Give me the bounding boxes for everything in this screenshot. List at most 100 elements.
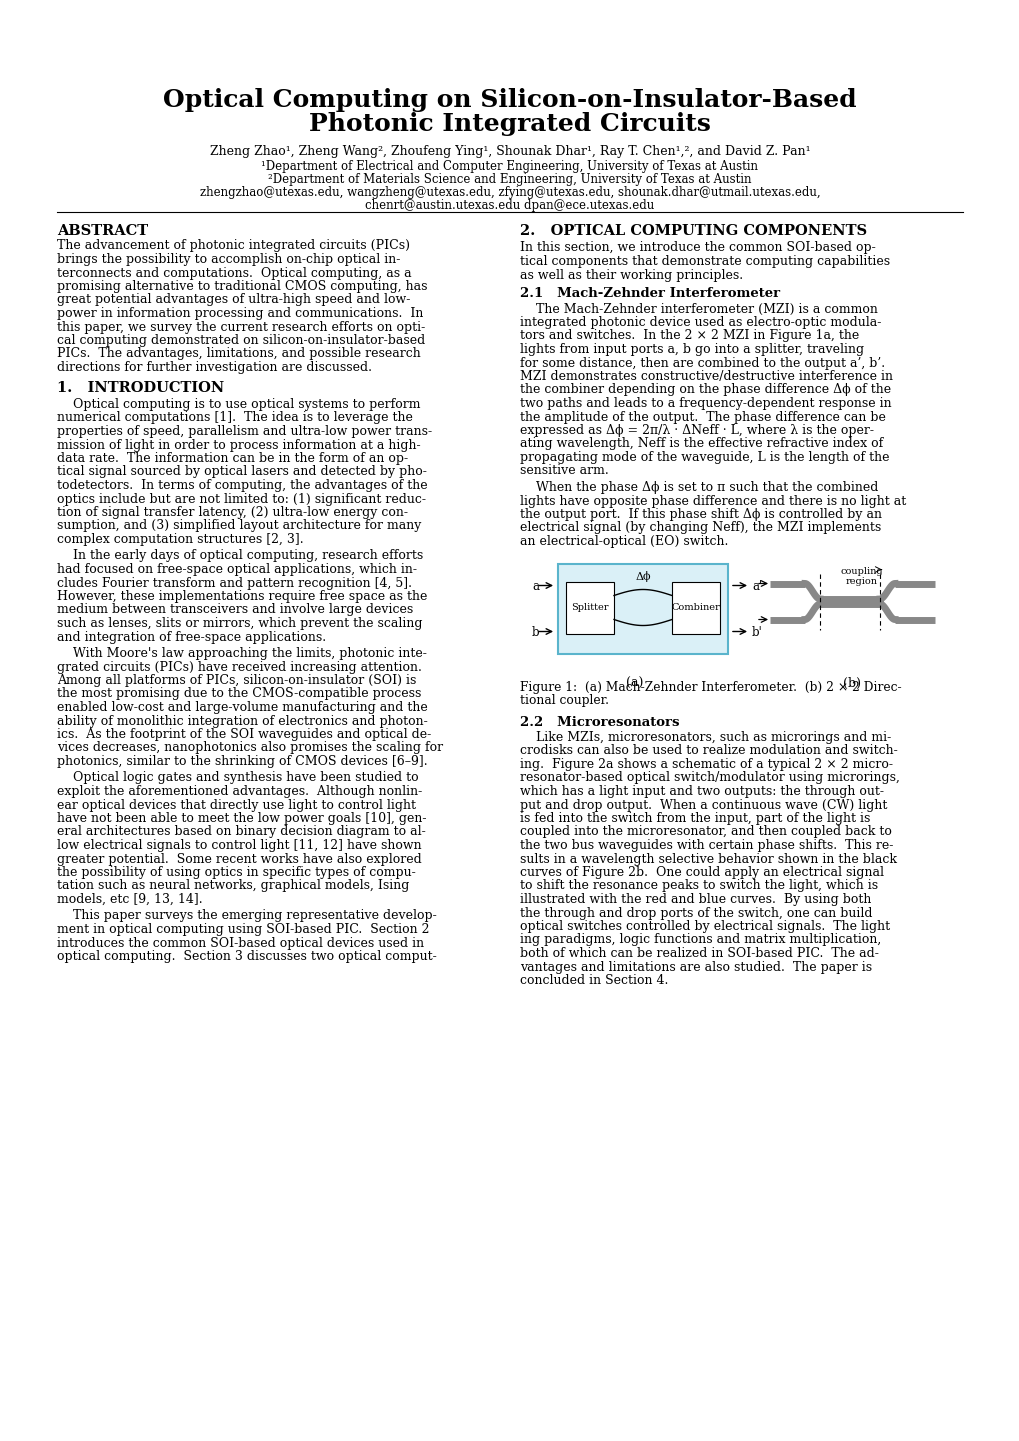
Text: complex computation structures [2, 3].: complex computation structures [2, 3].: [57, 533, 304, 546]
Text: When the phase Δϕ is set to π such that the combined: When the phase Δϕ is set to π such that …: [520, 481, 877, 494]
Text: Like MZIs, microresonators, such as microrings and mi-: Like MZIs, microresonators, such as micr…: [520, 731, 891, 744]
Text: properties of speed, parallelism and ultra-low power trans-: properties of speed, parallelism and ult…: [57, 425, 432, 438]
Text: tion of signal transfer latency, (2) ultra-low energy con-: tion of signal transfer latency, (2) ult…: [57, 506, 408, 519]
Text: Photonic Integrated Circuits: Photonic Integrated Circuits: [309, 112, 710, 135]
Text: ment in optical computing using SOI-based PIC.  Section 2: ment in optical computing using SOI-base…: [57, 924, 429, 937]
Text: 1.   INTRODUCTION: 1. INTRODUCTION: [57, 380, 224, 395]
Text: With Moore's law approaching the limits, photonic inte-: With Moore's law approaching the limits,…: [57, 647, 427, 660]
Text: chenrt@austin.utexas.edu dpan@ece.utexas.edu: chenrt@austin.utexas.edu dpan@ece.utexas…: [365, 199, 654, 212]
Text: tation such as neural networks, graphical models, Ising: tation such as neural networks, graphica…: [57, 879, 409, 892]
Text: illustrated with the red and blue curves.  By using both: illustrated with the red and blue curves…: [520, 893, 870, 906]
Text: vices decreases, nanophotonics also promises the scaling for: vices decreases, nanophotonics also prom…: [57, 742, 442, 755]
Text: ability of monolithic integration of electronics and photon-: ability of monolithic integration of ele…: [57, 715, 427, 728]
Text: integrated photonic device used as electro-optic modula-: integrated photonic device used as elect…: [520, 316, 880, 329]
Text: introduces the common SOI-based optical devices used in: introduces the common SOI-based optical …: [57, 937, 424, 950]
Text: propagating mode of the waveguide, L is the length of the: propagating mode of the waveguide, L is …: [520, 451, 889, 464]
Text: (b): (b): [843, 676, 861, 689]
Text: b': b': [751, 627, 762, 640]
Text: and integration of free-space applications.: and integration of free-space applicatio…: [57, 631, 326, 644]
Text: sults in a wavelength selective behavior shown in the black: sults in a wavelength selective behavior…: [520, 853, 896, 866]
Text: MZI demonstrates constructive/destructive interference in: MZI demonstrates constructive/destructiv…: [520, 370, 892, 383]
Text: Combiner: Combiner: [671, 604, 719, 612]
Text: grated circuits (PICs) have received increasing attention.: grated circuits (PICs) have received inc…: [57, 660, 422, 673]
Text: Optical Computing on Silicon-on-Insulator-Based: Optical Computing on Silicon-on-Insulato…: [163, 88, 856, 112]
Text: resonator-based optical switch/modulator using microrings,: resonator-based optical switch/modulator…: [520, 771, 899, 784]
Text: region: region: [845, 578, 877, 586]
Text: the two bus waveguides with certain phase shifts.  This re-: the two bus waveguides with certain phas…: [520, 839, 893, 852]
Text: 2.   OPTICAL COMPUTING COMPONENTS: 2. OPTICAL COMPUTING COMPONENTS: [520, 223, 866, 238]
Text: ing paradigms, logic functions and matrix multiplication,: ing paradigms, logic functions and matri…: [520, 934, 880, 947]
Text: the combiner depending on the phase difference Δϕ of the: the combiner depending on the phase diff…: [520, 383, 891, 396]
Text: directions for further investigation are discussed.: directions for further investigation are…: [57, 362, 372, 375]
Text: optical switches controlled by electrical signals.  The light: optical switches controlled by electrica…: [520, 919, 890, 932]
Text: as well as their working principles.: as well as their working principles.: [520, 268, 743, 281]
Text: 2.1   Mach-Zehnder Interferometer: 2.1 Mach-Zehnder Interferometer: [520, 287, 780, 300]
Text: Among all platforms of PICs, silicon-on-insulator (SOI) is: Among all platforms of PICs, silicon-on-…: [57, 674, 416, 687]
Text: The advancement of photonic integrated circuits (PICs): The advancement of photonic integrated c…: [57, 239, 410, 252]
Text: ¹Department of Electrical and Computer Engineering, University of Texas at Austi: ¹Department of Electrical and Computer E…: [261, 160, 758, 173]
Text: power in information processing and communications.  In: power in information processing and comm…: [57, 307, 423, 320]
Text: Optical logic gates and synthesis have been studied to: Optical logic gates and synthesis have b…: [57, 771, 418, 784]
Text: brings the possibility to accomplish on-chip optical in-: brings the possibility to accomplish on-…: [57, 254, 400, 267]
Text: curves of Figure 2b.  One could apply an electrical signal: curves of Figure 2b. One could apply an …: [520, 866, 883, 879]
Text: concluded in Section 4.: concluded in Section 4.: [520, 974, 667, 987]
Text: is fed into the switch from the input, part of the light is: is fed into the switch from the input, p…: [520, 811, 869, 826]
Text: ing.  Figure 2a shows a schematic of a typical 2 × 2 micro-: ing. Figure 2a shows a schematic of a ty…: [520, 758, 892, 771]
Text: Zheng Zhao¹, Zheng Wang², Zhoufeng Ying¹, Shounak Dhar¹, Ray T. Chen¹,², and Dav: Zheng Zhao¹, Zheng Wang², Zhoufeng Ying¹…: [210, 146, 809, 159]
Text: tors and switches.  In the 2 × 2 MZI in Figure 1a, the: tors and switches. In the 2 × 2 MZI in F…: [520, 330, 858, 343]
Text: tional coupler.: tional coupler.: [520, 695, 608, 708]
Text: Optical computing is to use optical systems to perform: Optical computing is to use optical syst…: [57, 398, 420, 411]
Text: terconnects and computations.  Optical computing, as a: terconnects and computations. Optical co…: [57, 267, 412, 280]
Text: PICs.  The advantages, limitations, and possible research: PICs. The advantages, limitations, and p…: [57, 347, 421, 360]
Text: the amplitude of the output.  The phase difference can be: the amplitude of the output. The phase d…: [520, 411, 886, 424]
Text: enabled low-cost and large-volume manufacturing and the: enabled low-cost and large-volume manufa…: [57, 700, 427, 713]
Text: cludes Fourier transform and pattern recognition [4, 5].: cludes Fourier transform and pattern rec…: [57, 576, 412, 589]
Text: ²Department of Materials Science and Engineering, University of Texas at Austin: ²Department of Materials Science and Eng…: [268, 173, 751, 186]
Text: tical components that demonstrate computing capabilities: tical components that demonstrate comput…: [520, 255, 890, 268]
Text: coupling: coupling: [840, 568, 882, 576]
Text: Splitter: Splitter: [571, 604, 608, 612]
Text: the through and drop ports of the switch, one can build: the through and drop ports of the switch…: [520, 906, 871, 919]
Text: this paper, we survey the current research efforts on opti-: this paper, we survey the current resear…: [57, 320, 425, 333]
Text: lights from input ports a, b go into a splitter, traveling: lights from input ports a, b go into a s…: [520, 343, 863, 356]
Text: expressed as Δϕ = 2π/λ · ΔNeff · L, where λ is the oper-: expressed as Δϕ = 2π/λ · ΔNeff · L, wher…: [520, 424, 873, 437]
Text: mission of light in order to process information at a high-: mission of light in order to process inf…: [57, 438, 420, 451]
Text: ABSTRACT: ABSTRACT: [57, 223, 148, 238]
Text: electrical signal (by changing Neff), the MZI implements: electrical signal (by changing Neff), th…: [520, 522, 880, 535]
Text: promising alternative to traditional CMOS computing, has: promising alternative to traditional CMO…: [57, 280, 427, 293]
Text: which has a light input and two outputs: the through out-: which has a light input and two outputs:…: [520, 785, 883, 798]
Text: Figure 1:  (a) Mach-Zehnder Interferometer.  (b) 2 × 2 Direc-: Figure 1: (a) Mach-Zehnder Interferomete…: [520, 680, 901, 693]
Text: sensitive arm.: sensitive arm.: [520, 464, 608, 477]
Text: the possibility of using optics in specific types of compu-: the possibility of using optics in speci…: [57, 866, 416, 879]
Text: tical signal sourced by optical lasers and detected by pho-: tical signal sourced by optical lasers a…: [57, 465, 427, 478]
Text: b: b: [532, 627, 539, 640]
Text: optical computing.  Section 3 discusses two optical comput-: optical computing. Section 3 discusses t…: [57, 950, 436, 963]
Text: eral architectures based on binary decision diagram to al-: eral architectures based on binary decis…: [57, 826, 425, 839]
Text: In the early days of optical computing, research efforts: In the early days of optical computing, …: [57, 549, 423, 562]
Text: This paper surveys the emerging representative develop-: This paper surveys the emerging represen…: [57, 909, 436, 922]
Text: sumption, and (3) simplified layout architecture for many: sumption, and (3) simplified layout arch…: [57, 520, 421, 533]
Text: a': a': [751, 581, 761, 594]
Text: todetectors.  In terms of computing, the advantages of the: todetectors. In terms of computing, the …: [57, 478, 427, 491]
Text: for some distance, then are combined to the output a’, b’.: for some distance, then are combined to …: [520, 356, 884, 369]
Text: Δϕ: Δϕ: [635, 572, 650, 582]
Text: a: a: [532, 581, 538, 594]
Text: have not been able to meet the low power goals [10], gen-: have not been able to meet the low power…: [57, 811, 426, 826]
Text: In this section, we introduce the common SOI-based op-: In this section, we introduce the common…: [520, 242, 875, 255]
Text: 2.2   Microresonators: 2.2 Microresonators: [520, 716, 679, 729]
Text: numerical computations [1].  The idea is to leverage the: numerical computations [1]. The idea is …: [57, 412, 413, 425]
Text: the most promising due to the CMOS-compatible process: the most promising due to the CMOS-compa…: [57, 687, 421, 700]
Text: optics include but are not limited to: (1) significant reduc-: optics include but are not limited to: (…: [57, 493, 426, 506]
FancyBboxPatch shape: [557, 563, 728, 654]
Text: data rate.  The information can be in the form of an op-: data rate. The information can be in the…: [57, 452, 408, 465]
Text: vantages and limitations are also studied.  The paper is: vantages and limitations are also studie…: [520, 961, 871, 974]
Text: the output port.  If this phase shift Δϕ is controlled by an: the output port. If this phase shift Δϕ …: [520, 509, 881, 522]
Text: photonics, similar to the shrinking of CMOS devices [6–9].: photonics, similar to the shrinking of C…: [57, 755, 427, 768]
Text: cal computing demonstrated on silicon-on-insulator-based: cal computing demonstrated on silicon-on…: [57, 334, 425, 347]
Text: ating wavelength, Neff is the effective refractive index of: ating wavelength, Neff is the effective …: [520, 438, 882, 451]
Text: had focused on free-space optical applications, which in-: had focused on free-space optical applic…: [57, 563, 417, 576]
Text: coupled into the microresonator, and then coupled back to: coupled into the microresonator, and the…: [520, 826, 891, 839]
Text: greater potential.  Some recent works have also explored: greater potential. Some recent works hav…: [57, 853, 421, 866]
Text: models, etc [9, 13, 14].: models, etc [9, 13, 14].: [57, 893, 203, 906]
Text: However, these implementations require free space as the: However, these implementations require f…: [57, 589, 427, 602]
